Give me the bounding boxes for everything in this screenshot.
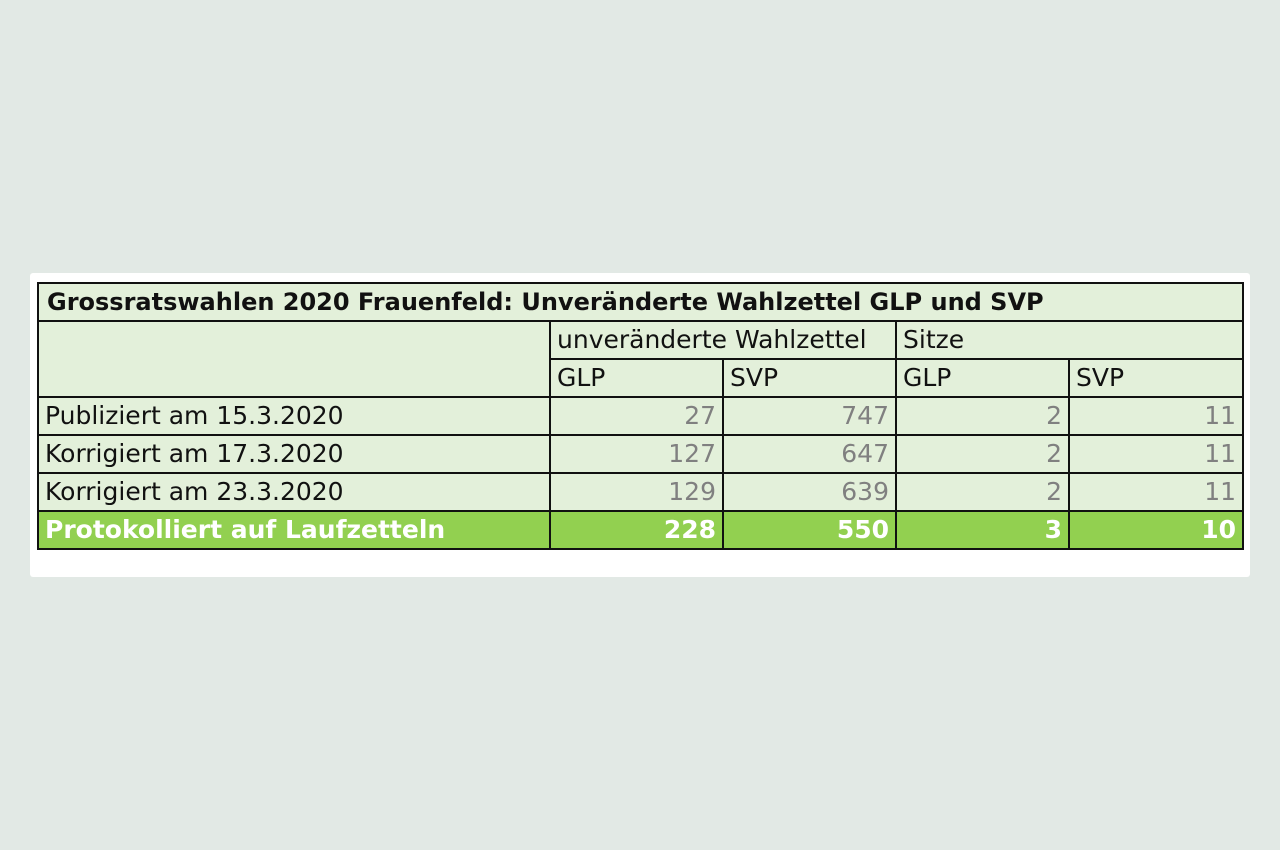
cell-seats-svp: 11 bbox=[1067, 396, 1245, 436]
election-results-table: Grossratswahlen 2020 Frauenfeld: Unverän… bbox=[36, 282, 1245, 550]
row-label: Korrigiert am 23.3.2020 bbox=[37, 472, 551, 512]
sub-header-ballots-svp: SVP bbox=[722, 358, 897, 398]
cell-seats-glp: 2 bbox=[895, 396, 1070, 436]
total-ballots-glp: 228 bbox=[549, 510, 724, 550]
group-header-row: unveränderte Wahlzettel Sitze bbox=[37, 320, 1245, 398]
table-row: Korrigiert am 23.3.2020 129 639 2 11 bbox=[37, 472, 1245, 512]
total-seats-svp: 10 bbox=[1067, 510, 1245, 550]
total-row-label: Protokolliert auf Laufzetteln bbox=[37, 510, 551, 550]
total-row: Protokolliert auf Laufzetteln 228 550 3 … bbox=[37, 510, 1245, 550]
sub-header-row: GLP SVP GLP SVP bbox=[38, 358, 1245, 398]
header-blank-cell bbox=[37, 320, 551, 398]
sub-header-ballots-glp: GLP bbox=[549, 358, 724, 398]
cell-seats-svp: 11 bbox=[1067, 472, 1245, 512]
title-row: Grossratswahlen 2020 Frauenfeld: Unverän… bbox=[36, 282, 1245, 322]
group-header-seats: Sitze bbox=[894, 320, 1245, 360]
cell-seats-glp: 2 bbox=[895, 434, 1070, 474]
row-label: Publiziert am 15.3.2020 bbox=[37, 396, 551, 436]
sub-header-seats-svp: SVP bbox=[1067, 358, 1245, 398]
cell-ballots-glp: 127 bbox=[549, 434, 724, 474]
cell-seats-glp: 2 bbox=[895, 472, 1070, 512]
cell-seats-svp: 11 bbox=[1067, 434, 1245, 474]
sub-header-seats-glp: GLP bbox=[895, 358, 1070, 398]
group-header-ballots: unveränderte Wahlzettel bbox=[549, 320, 897, 360]
cell-ballots-svp: 647 bbox=[722, 434, 897, 474]
table-title: Grossratswahlen 2020 Frauenfeld: Unverän… bbox=[36, 282, 1245, 322]
total-seats-glp: 3 bbox=[895, 510, 1070, 550]
cell-ballots-svp: 747 bbox=[722, 396, 897, 436]
total-ballots-svp: 550 bbox=[722, 510, 897, 550]
table-row: Publiziert am 15.3.2020 27 747 2 11 bbox=[37, 396, 1245, 436]
cell-ballots-glp: 27 bbox=[549, 396, 724, 436]
cell-ballots-glp: 129 bbox=[549, 472, 724, 512]
cell-ballots-svp: 639 bbox=[722, 472, 897, 512]
row-label: Korrigiert am 17.3.2020 bbox=[37, 434, 551, 474]
table-row: Korrigiert am 17.3.2020 127 647 2 11 bbox=[37, 434, 1245, 474]
table-card: Grossratswahlen 2020 Frauenfeld: Unverän… bbox=[30, 273, 1250, 577]
